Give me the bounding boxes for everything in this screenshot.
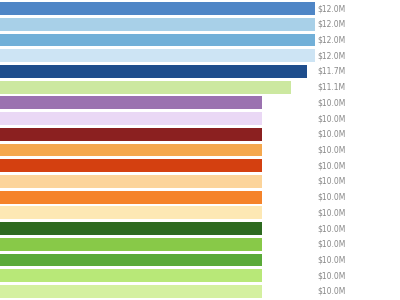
Bar xyxy=(0,254,262,266)
Bar xyxy=(0,222,262,235)
Bar xyxy=(0,238,262,251)
Text: $10.0M: $10.0M xyxy=(317,271,345,280)
Bar xyxy=(0,285,262,298)
Text: $10.0M: $10.0M xyxy=(317,130,345,139)
Text: $10.0M: $10.0M xyxy=(317,114,345,123)
Bar xyxy=(0,18,315,31)
Text: $10.0M: $10.0M xyxy=(317,146,345,154)
Bar xyxy=(0,144,262,156)
Text: $10.0M: $10.0M xyxy=(317,193,345,202)
Text: $12.0M: $12.0M xyxy=(317,4,345,13)
Bar xyxy=(0,112,262,125)
Bar xyxy=(0,175,262,188)
Bar xyxy=(0,191,262,204)
Text: $10.0M: $10.0M xyxy=(317,224,345,233)
Bar xyxy=(0,269,262,282)
Text: $10.0M: $10.0M xyxy=(317,287,345,296)
Text: $10.0M: $10.0M xyxy=(317,161,345,170)
Bar xyxy=(0,34,315,46)
Text: $10.0M: $10.0M xyxy=(317,177,345,186)
Bar xyxy=(0,49,315,62)
Bar xyxy=(0,159,262,172)
Text: $10.0M: $10.0M xyxy=(317,255,345,264)
Text: $11.7M: $11.7M xyxy=(317,67,345,76)
Bar xyxy=(0,206,262,219)
Text: $11.1M: $11.1M xyxy=(317,83,345,92)
Bar xyxy=(0,128,262,141)
Text: $12.0M: $12.0M xyxy=(317,20,345,29)
Text: $12.0M: $12.0M xyxy=(317,36,345,45)
Bar xyxy=(0,2,315,15)
Text: $12.0M: $12.0M xyxy=(317,51,345,60)
Bar xyxy=(0,65,307,78)
Bar xyxy=(0,81,291,94)
Text: $10.0M: $10.0M xyxy=(317,208,345,217)
Bar xyxy=(0,96,262,109)
Text: $10.0M: $10.0M xyxy=(317,240,345,249)
Text: $10.0M: $10.0M xyxy=(317,98,345,107)
